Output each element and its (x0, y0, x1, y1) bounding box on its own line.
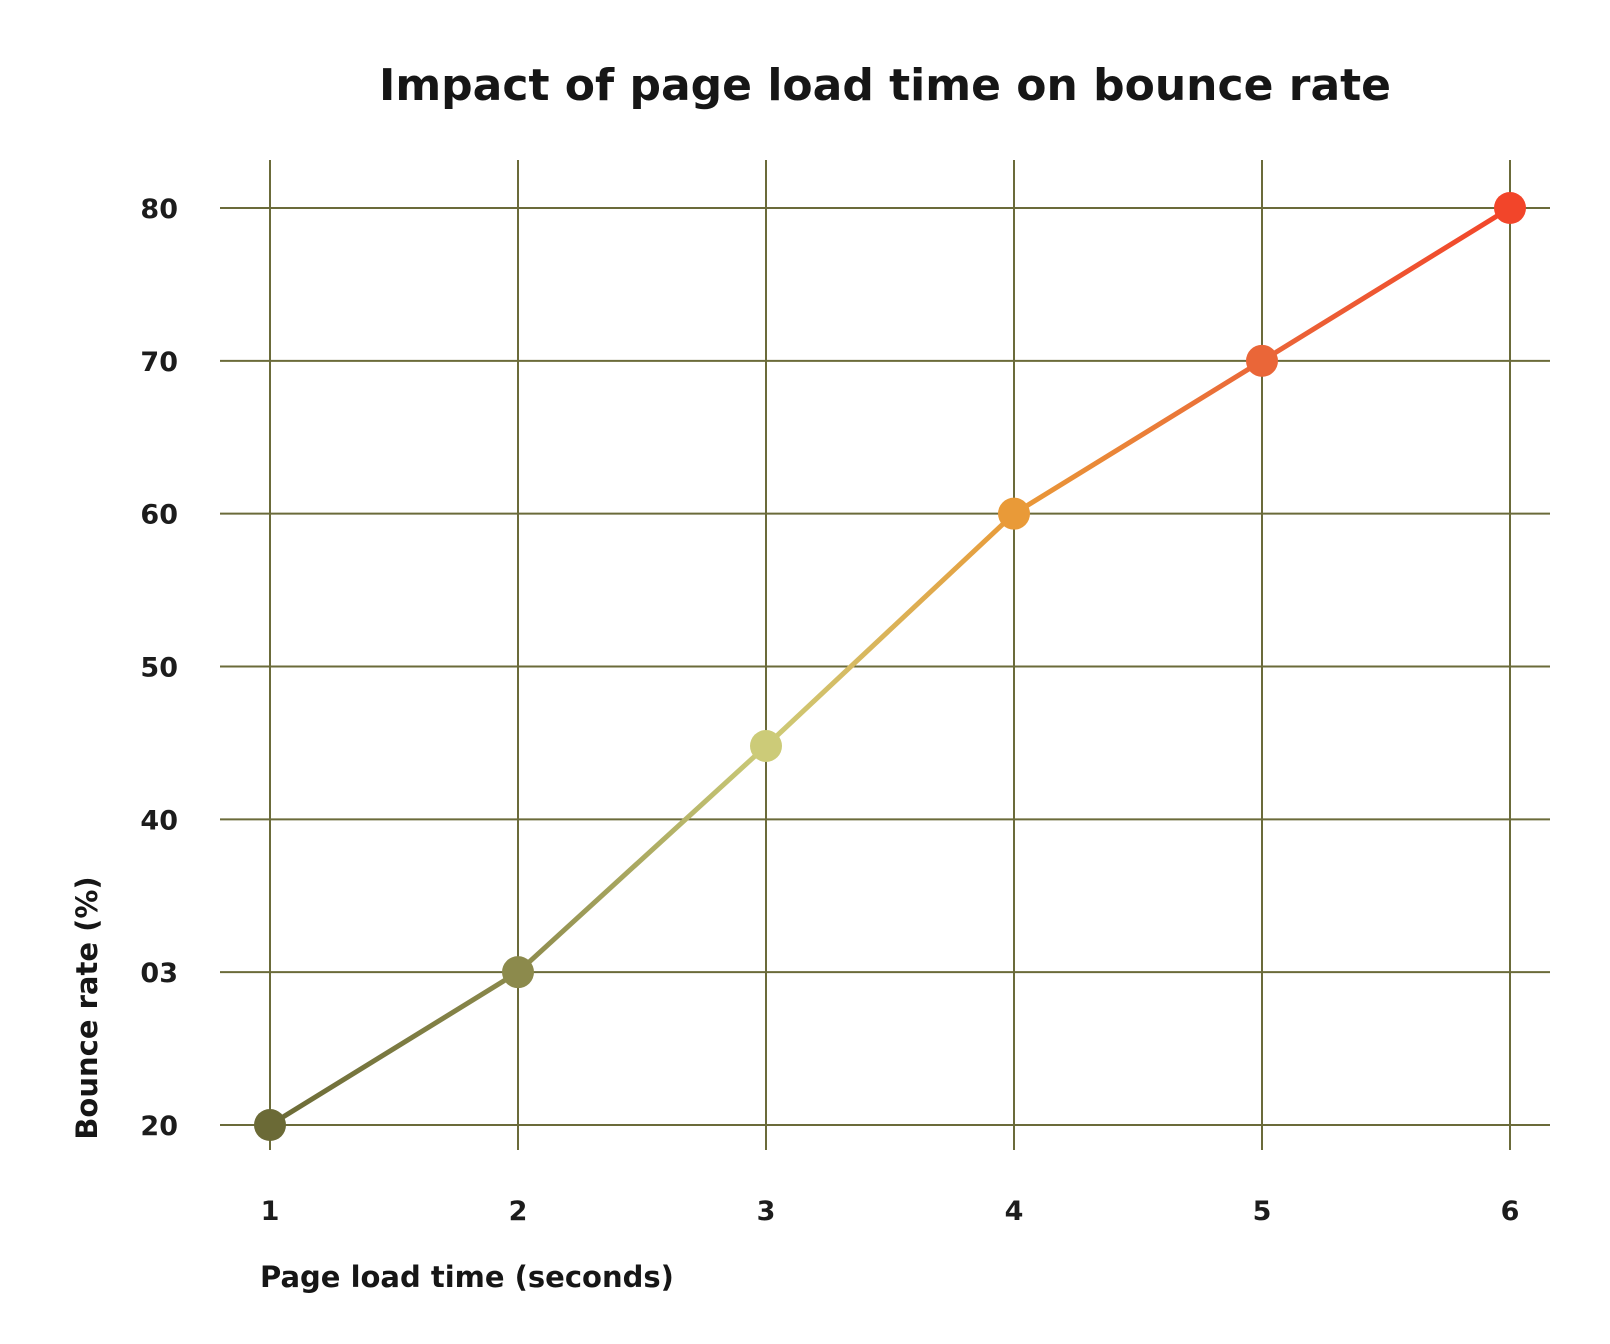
series-line-group (267, 205, 1513, 1128)
grid (220, 160, 1550, 1150)
x-tick-label: 2 (509, 1196, 528, 1227)
data-point (1246, 344, 1278, 377)
chart-title: Impact of page load time on bounce rate (379, 60, 1391, 111)
x-tick-label: 3 (757, 1196, 776, 1227)
y-tick-label: 20 (140, 1111, 178, 1142)
y-tick-label: 40 (140, 805, 178, 836)
data-point (750, 729, 782, 762)
x-tick-labels: 1 2 3 4 5 6 (261, 1196, 1520, 1227)
y-tick-label: 80 (140, 194, 178, 225)
y-tick-label: 50 (140, 653, 178, 684)
data-point (998, 497, 1030, 530)
y-axis-label: Bounce rate (%) (70, 876, 104, 1139)
series-line (267, 205, 1513, 1128)
y-tick-label: 70 (140, 347, 178, 378)
y-tick-label: 03 (140, 958, 178, 989)
data-points (254, 192, 1526, 1141)
y-tick-labels: 20 03 40 50 60 70 80 (140, 194, 178, 1142)
x-tick-label: 5 (1253, 1196, 1272, 1227)
x-tick-label: 6 (1501, 1196, 1520, 1227)
data-point (502, 956, 534, 989)
x-tick-label: 4 (1005, 1196, 1024, 1227)
x-axis-label: Page load time (seconds) (260, 1260, 674, 1294)
y-tick-label: 60 (140, 500, 178, 531)
x-tick-label: 1 (261, 1196, 280, 1227)
data-point (254, 1109, 286, 1141)
data-point (1494, 192, 1526, 224)
